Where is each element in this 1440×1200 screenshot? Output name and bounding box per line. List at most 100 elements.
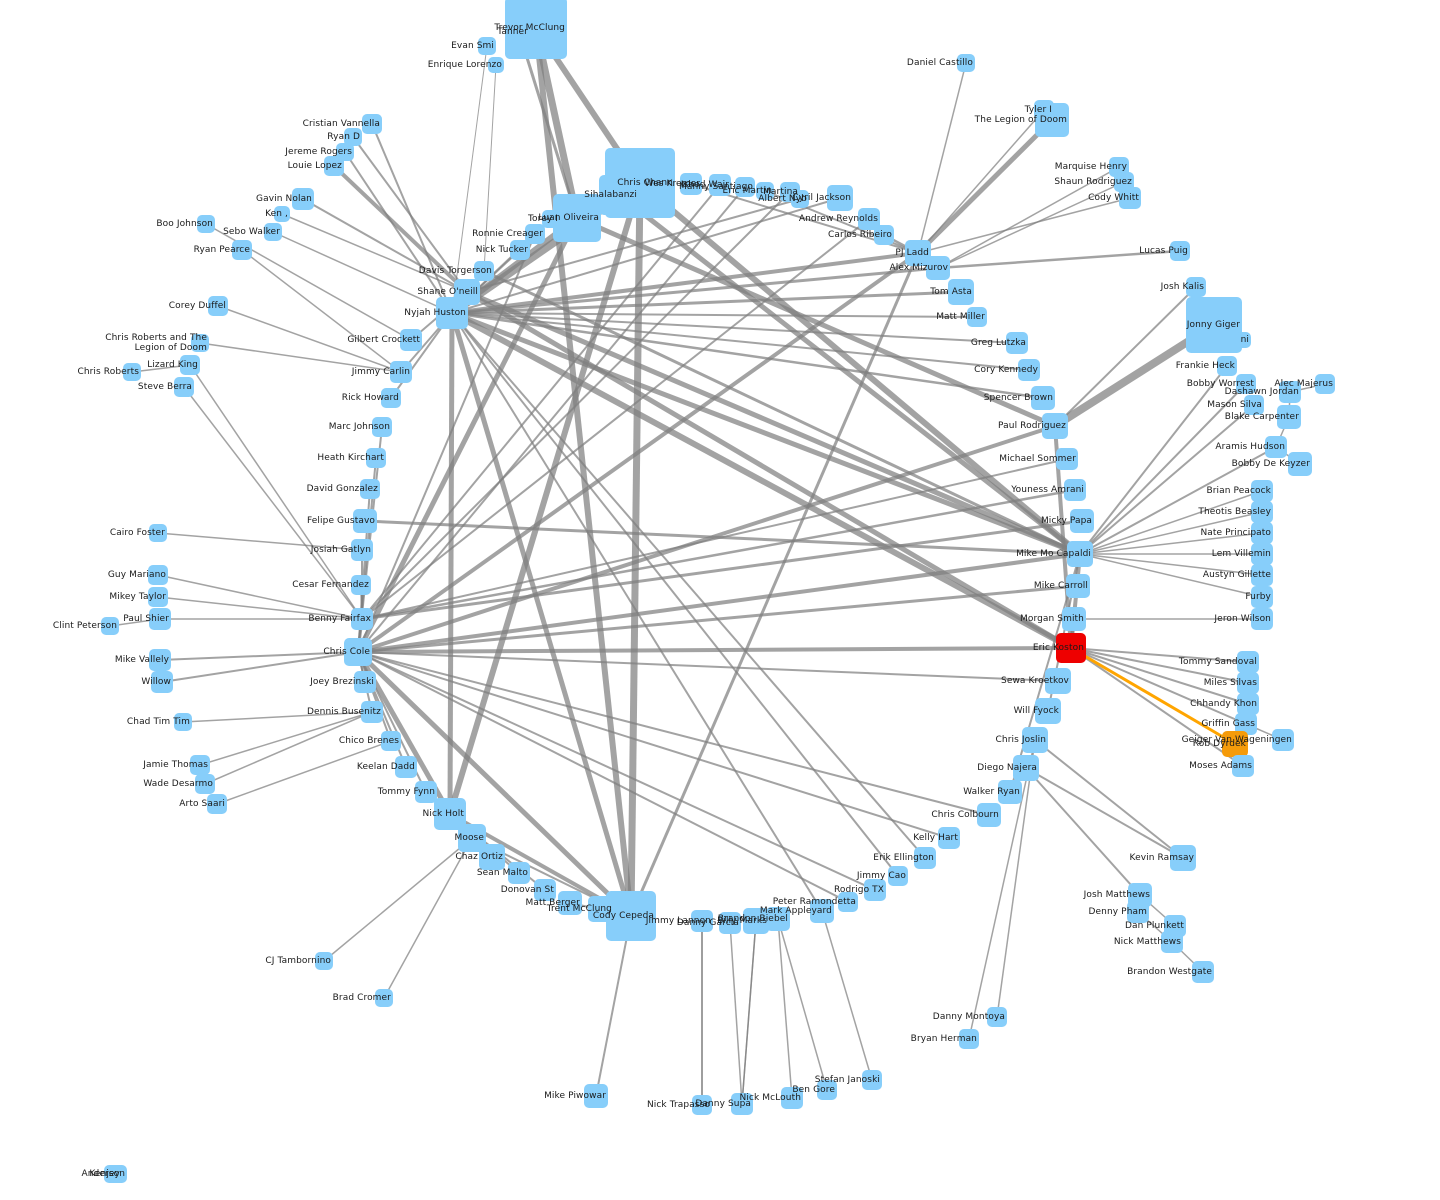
graph-node-keelan-dadd[interactable] (395, 756, 417, 778)
graph-node-kevin-ramsay[interactable] (1170, 845, 1196, 871)
graph-node-ken[interactable] (274, 206, 290, 222)
graph-node-dennis-busenitz[interactable] (361, 701, 383, 723)
graph-node-billy-marks[interactable] (743, 908, 769, 934)
graph-node-felipe-gustavo[interactable] (353, 509, 377, 533)
graph-node-cory-kennedy[interactable] (1018, 359, 1040, 381)
graph-node-benny-fairfax[interactable] (351, 608, 373, 630)
graph-node-chaz-ortiz[interactable] (479, 844, 505, 870)
graph-node-louie-lopez[interactable] (324, 156, 344, 176)
graph-node-anderson[interactable] (109, 1165, 127, 1183)
graph-node-cristian-vannella[interactable] (362, 114, 382, 134)
graph-node-heath-kirchart[interactable] (366, 448, 386, 468)
graph-node-stefan-janoski[interactable] (862, 1070, 882, 1090)
graph-node-bobby-de-keyzer[interactable] (1288, 452, 1312, 476)
graph-node-cesar-fernandez[interactable] (351, 575, 371, 595)
graph-node-spencer-brown[interactable] (1031, 386, 1055, 410)
graph-node-marc-johnson[interactable] (372, 417, 392, 437)
graph-node-manny-santiago[interactable] (735, 177, 755, 197)
graph-node-evan-smith[interactable] (478, 37, 496, 55)
graph-node-davis-torgerson[interactable] (474, 261, 494, 281)
graph-node-brian-peacock[interactable] (1251, 480, 1273, 502)
graph-node-cody-cepeda[interactable] (606, 891, 656, 941)
graph-node-willow[interactable] (151, 671, 173, 693)
graph-node-sebo-walker[interactable] (264, 223, 282, 241)
graph-node-gavin-nolan[interactable] (292, 188, 314, 210)
graph-node-nyjah-huston[interactable] (436, 297, 468, 329)
graph-node-rodrigo-tx[interactable] (864, 879, 886, 901)
graph-node-furby[interactable] (1251, 586, 1273, 608)
graph-node-moses-adams[interactable] (1232, 755, 1254, 777)
graph-node-rick-howard[interactable] (381, 388, 401, 408)
graph-node-guy-mariano[interactable] (148, 565, 168, 585)
graph-node-paul-rodriguez[interactable] (1042, 413, 1068, 439)
graph-node-josiah-gatlyn[interactable] (351, 539, 373, 561)
graph-node-ryan-pearce[interactable] (232, 240, 252, 260)
graph-node-bobby-worrest[interactable] (1236, 374, 1256, 394)
graph-node-jonny-giger[interactable] (1186, 297, 1242, 353)
graph-node-rob-dyrdek[interactable] (1222, 731, 1248, 757)
graph-node-boo-johnson[interactable] (197, 215, 215, 233)
graph-node-cyril-jackson[interactable] (827, 185, 853, 211)
graph-node-jimmy-lannon[interactable] (691, 910, 713, 932)
graph-node-brandon-westgate[interactable] (1192, 961, 1214, 983)
graph-node-ben-gore[interactable] (817, 1080, 837, 1100)
graph-node-paul-shier[interactable] (149, 608, 171, 630)
graph-node-tanner[interactable] (508, 21, 530, 43)
graph-node-griffin-gass[interactable] (1235, 713, 1257, 735)
graph-node-wade-desarmo[interactable] (195, 774, 215, 794)
graph-node-eric-martin[interactable] (756, 182, 774, 200)
graph-node-gilbert-crockett[interactable] (400, 329, 422, 351)
graph-node-blake-carpenter[interactable] (1277, 405, 1301, 429)
graph-node-eric-koston[interactable] (1056, 633, 1086, 663)
graph-node-mike-mo-capaldi[interactable] (1067, 541, 1093, 567)
graph-node-peter-ramondetta[interactable] (838, 892, 858, 912)
graph-node-mark-appleyard[interactable] (810, 899, 834, 923)
graph-node-nate-principato[interactable] (1251, 522, 1273, 544)
graph-node-ronnie-creager[interactable] (525, 224, 545, 244)
graph-node-kelly-hart[interactable] (938, 827, 960, 849)
graph-node-daniel-castillo[interactable] (957, 54, 975, 72)
graph-node-lizard-king[interactable] (180, 355, 200, 375)
graph-node-chhandy-khon[interactable] (1237, 693, 1259, 715)
graph-node-mike-carroll[interactable] (1066, 574, 1090, 598)
graph-node-alec-majerus[interactable] (1315, 374, 1335, 394)
graph-node-chris-roberts[interactable] (123, 363, 141, 381)
graph-node-chad-tim-tim[interactable] (174, 713, 192, 731)
graph-node-jimmy-cao[interactable] (888, 866, 908, 886)
graph-node-danny-garcia[interactable] (719, 912, 741, 934)
graph-node-geiger-van-wageningen[interactable] (1272, 729, 1294, 751)
graph-node-diego-najera[interactable] (1013, 755, 1039, 781)
graph-node-david-gonzalez[interactable] (360, 479, 380, 499)
graph-node-carlos-ribeiro[interactable] (874, 225, 894, 245)
graph-node-youness-amrani[interactable] (1064, 479, 1086, 501)
graph-node-miles-silvas[interactable] (1237, 672, 1259, 694)
graph-node-lem-villemin[interactable] (1251, 543, 1273, 565)
graph-node-micky-papa[interactable] (1070, 509, 1094, 533)
graph-node-greg-lutzka[interactable] (1006, 332, 1028, 354)
graph-node-chris-cole[interactable] (344, 638, 372, 666)
graph-node-jimmy-carlin[interactable] (390, 361, 412, 383)
graph-node-denny-pham[interactable] (1127, 901, 1149, 923)
graph-node-amrani-right[interactable] (1235, 332, 1251, 348)
graph-node-chris-joslin[interactable] (1022, 727, 1048, 753)
graph-node-jamie-thomas[interactable] (190, 755, 210, 775)
graph-node-matt-miller[interactable] (967, 307, 987, 327)
graph-node-tom-asta[interactable] (948, 279, 974, 305)
graph-node-luan-oliveira[interactable] (553, 194, 601, 242)
graph-node-mason-silva[interactable] (1244, 395, 1264, 415)
graph-node-nick-trapasso[interactable] (692, 1095, 712, 1115)
graph-node-cj-tambornino[interactable] (315, 952, 333, 970)
graph-node-theotis-beasley[interactable] (1251, 501, 1273, 523)
graph-node-mikey-taylor[interactable] (148, 587, 168, 607)
graph-node-brad-cromer[interactable] (375, 989, 393, 1007)
graph-node-aramis-hudson[interactable] (1265, 436, 1287, 458)
graph-node-chico-brenes[interactable] (381, 731, 401, 751)
graph-node-cody-whitt[interactable] (1119, 187, 1141, 209)
graph-node-andrew-reynolds[interactable] (858, 208, 880, 230)
graph-node-enrique-lorenzo[interactable] (488, 57, 504, 73)
graph-node-mike-piwowar[interactable] (584, 1084, 608, 1108)
graph-node-steve-berra[interactable] (174, 377, 194, 397)
graph-node-will-fyock[interactable] (1035, 698, 1061, 724)
